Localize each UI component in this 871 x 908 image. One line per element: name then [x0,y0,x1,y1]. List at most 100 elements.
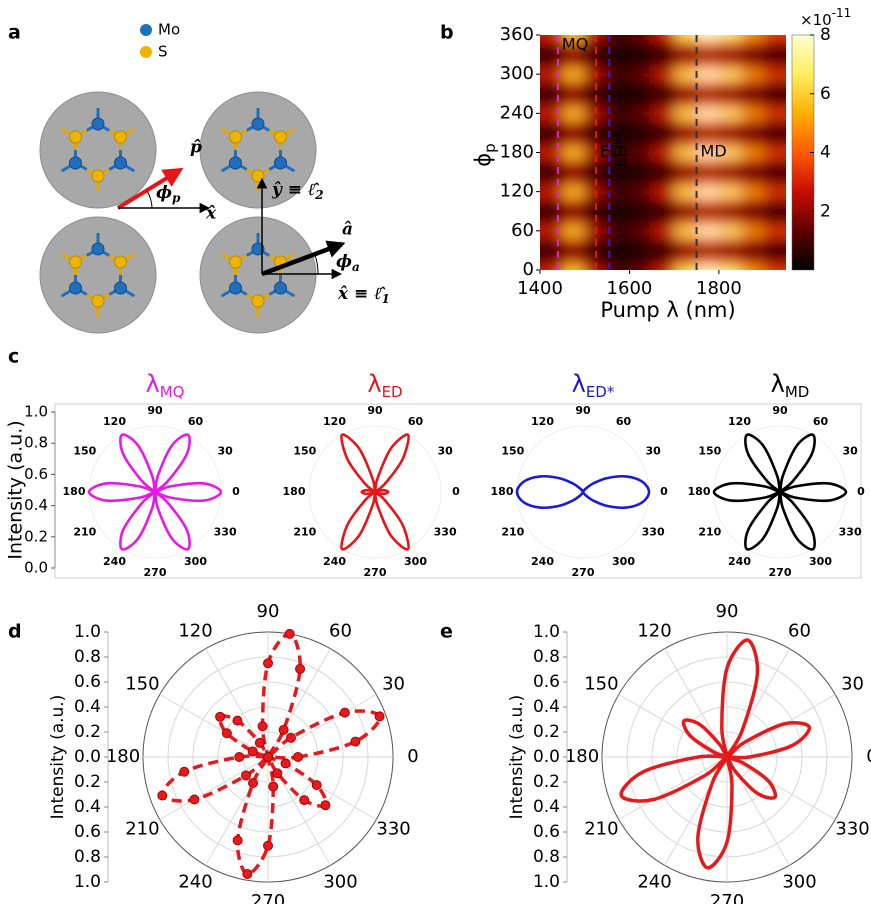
heatmap-cell [674,236,697,246]
data-point [281,759,290,768]
s-atom [252,295,264,307]
mo-atom [229,157,241,169]
title-symbol: λ [367,370,381,398]
angle-label: 270 [364,566,387,579]
y-tick-label: 0.8 [24,434,48,452]
heatmap-cell [719,177,742,187]
y-axis-sub: p [481,143,499,153]
radial-tick-label: 0.4 [533,797,560,817]
y-tick-label: 60 [511,220,534,241]
angle-label: 330 [214,526,237,539]
angle-label: 270 [572,566,595,579]
heatmap-cell [674,246,697,256]
mo-legend-dot [140,24,152,36]
heatmap-cell [652,89,675,99]
heatmap-cell [629,246,652,256]
heatmap-cell [674,79,697,89]
heatmap-cell [520,206,563,216]
radial-tick-label: 0.8 [74,647,101,667]
heatmap-cell [629,236,652,246]
angle-label: 180 [491,485,514,498]
title-sub: MQ [160,383,185,401]
colorbar-tick-label: 6 [820,84,831,104]
heatmap-cell [741,197,764,207]
heatmap-cell [562,236,585,246]
angle-symbol: ϕ [336,252,352,272]
data-point [264,841,273,850]
heatmap-cell [562,118,585,128]
angle-label: 300 [323,872,357,893]
heatmap-cell [741,236,764,246]
grid-spoke [619,695,727,758]
grid-spoke [160,757,268,820]
s-atom [69,131,81,143]
angle-label: 180 [63,485,86,498]
legend-label: Mo [158,21,180,39]
heatmap-cell [607,89,630,99]
angle-label: 210 [293,526,316,539]
axis-sub: 2 [314,188,323,202]
data-point [190,795,199,804]
polar-curve [517,476,649,507]
angle-label: 60 [813,415,829,428]
heatmap-cell [697,50,720,60]
angle-label: 0 [232,485,240,498]
data-point [286,733,295,742]
angle-label: 180 [106,746,140,767]
radial-tick-label: 0.6 [533,672,560,692]
data-point [180,767,189,776]
heatmap-cell [719,99,742,109]
heatmap-cell [674,128,697,138]
heatmap-cell [562,226,585,236]
heatmap-cell [719,236,742,246]
legend-label: S [158,43,168,61]
title-sub: ED [382,383,403,401]
angle-label: 300 [404,555,427,568]
heatmap-cell [719,128,742,138]
exponent-power: -11 [832,6,852,20]
heatmap-cell [697,167,720,177]
y-tick-label: 180 [500,142,534,163]
heatmap-cell [741,79,764,89]
y-tick-label: 0.2 [24,527,48,545]
heatmap-cell [607,79,630,89]
heatmap-cell [629,167,652,177]
angle-label: 330 [835,819,869,840]
title-sub: ED* [586,383,615,401]
heatmap-cell [741,89,764,99]
title-symbol: λ [572,370,586,398]
heatmap-cell [719,206,742,216]
grid-spoke [206,757,269,865]
heatmap-cell [520,246,563,256]
heatmap-cell [652,226,675,236]
heatmap-cell [741,255,764,265]
angle-label: 300 [612,555,635,568]
heatmap-cell [562,99,585,109]
heatmap-cell [741,157,764,167]
page: a b c d e Mo S p̂ x̂ ϕp ŷ ≡ ℓ̂2 â ϕa x… [0,0,871,904]
angle-label: 330 [376,819,410,840]
radial-tick-label: 0.8 [533,647,560,667]
angle-label: 0 [857,485,865,498]
x-axis-label: Pump λ (nm) [600,298,735,322]
heatmap-cell [697,177,720,187]
heatmap-cell [741,265,764,290]
title-symbol: λ [771,370,785,398]
heatmap-cell [697,197,720,207]
panel-letter: d [8,621,22,643]
angle-sub: a [352,260,360,274]
heatmap-cell [652,15,675,40]
heatmap-cell [562,265,585,290]
angle-label: 150 [501,445,524,458]
angle-label: 330 [839,526,862,539]
heatmap-cell [719,226,742,236]
panel-letter: c [8,346,19,368]
heatmap-cell [652,206,675,216]
heatmap-cell [741,69,764,79]
polar-curve [714,435,846,550]
heatmap-cell [674,167,697,177]
radial-tick-label: 0.2 [74,772,101,792]
s-atom [229,131,241,143]
y-axis-symbol: ϕ [471,153,495,167]
heatmap-cell [607,246,630,256]
